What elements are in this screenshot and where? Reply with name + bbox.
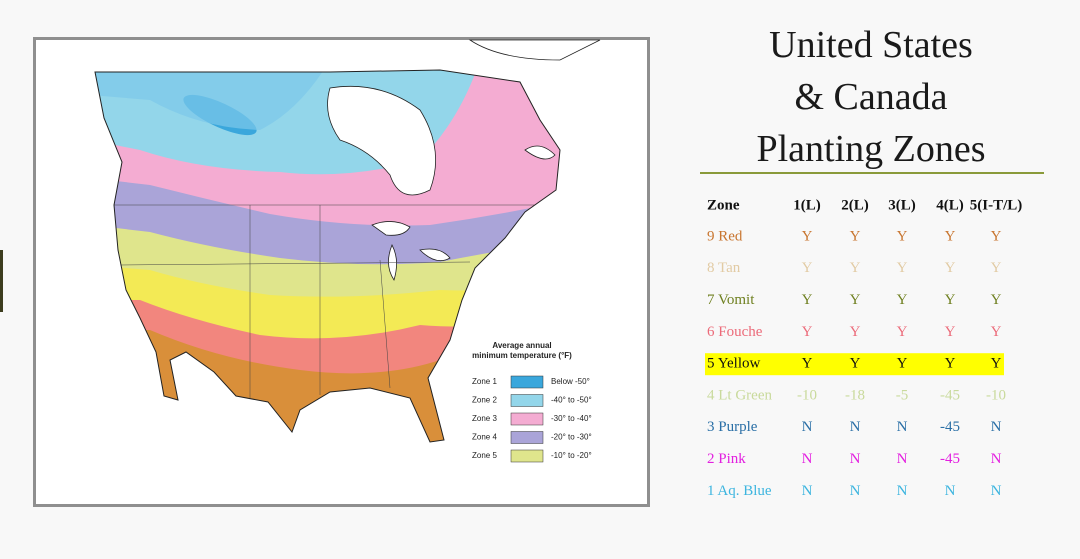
legend-title: Average annual [492, 341, 551, 350]
row-label: 8 Tan [707, 260, 741, 276]
table-cell: N [897, 451, 908, 467]
legend-zone: Zone 1 [472, 377, 497, 386]
row-label: 2 Pink [707, 451, 746, 467]
hudson-bay [327, 85, 436, 196]
legend-title: minimum temperature (°F) [472, 351, 572, 360]
legend-range: -40° to -50° [551, 396, 592, 405]
table-cell: Y [991, 228, 1002, 244]
table-cell: N [850, 419, 861, 435]
table-cell: Y [802, 292, 813, 308]
title: United States & Canada Planting Zones [756, 24, 985, 170]
table-cell: Y [897, 228, 908, 244]
table-cell: N [897, 483, 908, 499]
table-cell: Y [850, 324, 861, 340]
legend-range: -30° to -40° [551, 414, 592, 423]
table-header: 4(L) [936, 197, 964, 213]
map-zone-band [95, 70, 330, 130]
row-label: 5 Yellow [707, 356, 761, 372]
table-cell: -5 [896, 387, 909, 403]
coastline [94, 69, 561, 443]
table-cell: N [897, 419, 908, 435]
legend-swatch [510, 431, 544, 444]
greenland [468, 39, 601, 160]
table-cell: Y [945, 228, 956, 244]
legend-zone: Zone 3 [472, 414, 497, 423]
table-cell: Y [991, 260, 1002, 276]
table-cell: Y [897, 292, 908, 308]
table-cell: -10 [797, 387, 817, 403]
table: Zone 1(L) 2(L) 3(L) 4(L) 5(I-T/L)9 Red Y Y Y Y Y8 … [705, 197, 1023, 499]
legend-range: -20° to -30° [551, 433, 592, 442]
table-cell: Y [802, 260, 813, 276]
legend-swatch [510, 375, 544, 389]
table-cell: Y [802, 324, 813, 340]
great-lakes [371, 221, 451, 281]
table-cell: -45 [940, 387, 960, 403]
table-header: 2(L) [841, 197, 869, 213]
row-label: 6 Fouche [707, 324, 763, 340]
title-line: & Canada [794, 76, 947, 118]
legend-swatch [510, 449, 544, 463]
title-line: United States [769, 24, 973, 66]
legend-zone: Zone 4 [472, 433, 497, 442]
table-cell: N [802, 483, 813, 499]
table-cell: Y [802, 356, 813, 372]
table-cell: -45 [940, 451, 960, 467]
table-cell: Y [802, 228, 813, 244]
table-cell: -10 [986, 387, 1006, 403]
table-cell: Y [991, 292, 1002, 308]
borders [95, 204, 560, 400]
table-cell: -18 [845, 387, 865, 403]
table-cell: Y [897, 356, 908, 372]
table-cell: N [991, 451, 1002, 467]
table-header: Zone [707, 197, 740, 213]
table-cell: N [850, 483, 861, 499]
table-cell: Y [945, 292, 956, 308]
table-cell: N [945, 483, 956, 499]
table-cell: Y [991, 324, 1002, 340]
table-cell: Y [850, 228, 861, 244]
table-cell: Y [850, 292, 861, 308]
row-highlight [705, 353, 1004, 376]
side-tab [0, 250, 3, 312]
table-cell: Y [991, 356, 1002, 372]
legend-swatch [510, 394, 544, 407]
table-cell: N [802, 419, 813, 435]
table-cell: N [850, 451, 861, 467]
table-cell: Y [850, 356, 861, 372]
table-cell: Y [897, 324, 908, 340]
table-cell: -45 [940, 419, 960, 435]
row-label: 7 Vomit [707, 292, 755, 308]
title-line: Planting Zones [756, 128, 985, 170]
legend-range: -10° to -20° [551, 451, 592, 460]
table-cell: Y [945, 260, 956, 276]
table-header: 1(L) [793, 197, 821, 213]
row-label: 4 Lt Green [707, 387, 772, 403]
table-cell: N [991, 419, 1002, 435]
table-cell: Y [850, 260, 861, 276]
table-header: 3(L) [888, 197, 916, 213]
table-cell: Y [945, 356, 956, 372]
table-cell: N [991, 483, 1002, 499]
table-cell: Y [945, 324, 956, 340]
table-header: 5(I-T/L) [970, 197, 1023, 213]
row-label: 3 Purple [707, 419, 758, 435]
row-label: 9 Red [707, 228, 743, 244]
table-cell: N [802, 451, 813, 467]
table-cell: Y [897, 260, 908, 276]
legend-range: Below -50° [551, 377, 590, 386]
legend-zone: Zone 2 [472, 396, 497, 405]
legend-swatch [510, 412, 544, 426]
row-label: 1 Aq. Blue [707, 483, 772, 499]
legend-zone: Zone 5 [472, 451, 497, 460]
